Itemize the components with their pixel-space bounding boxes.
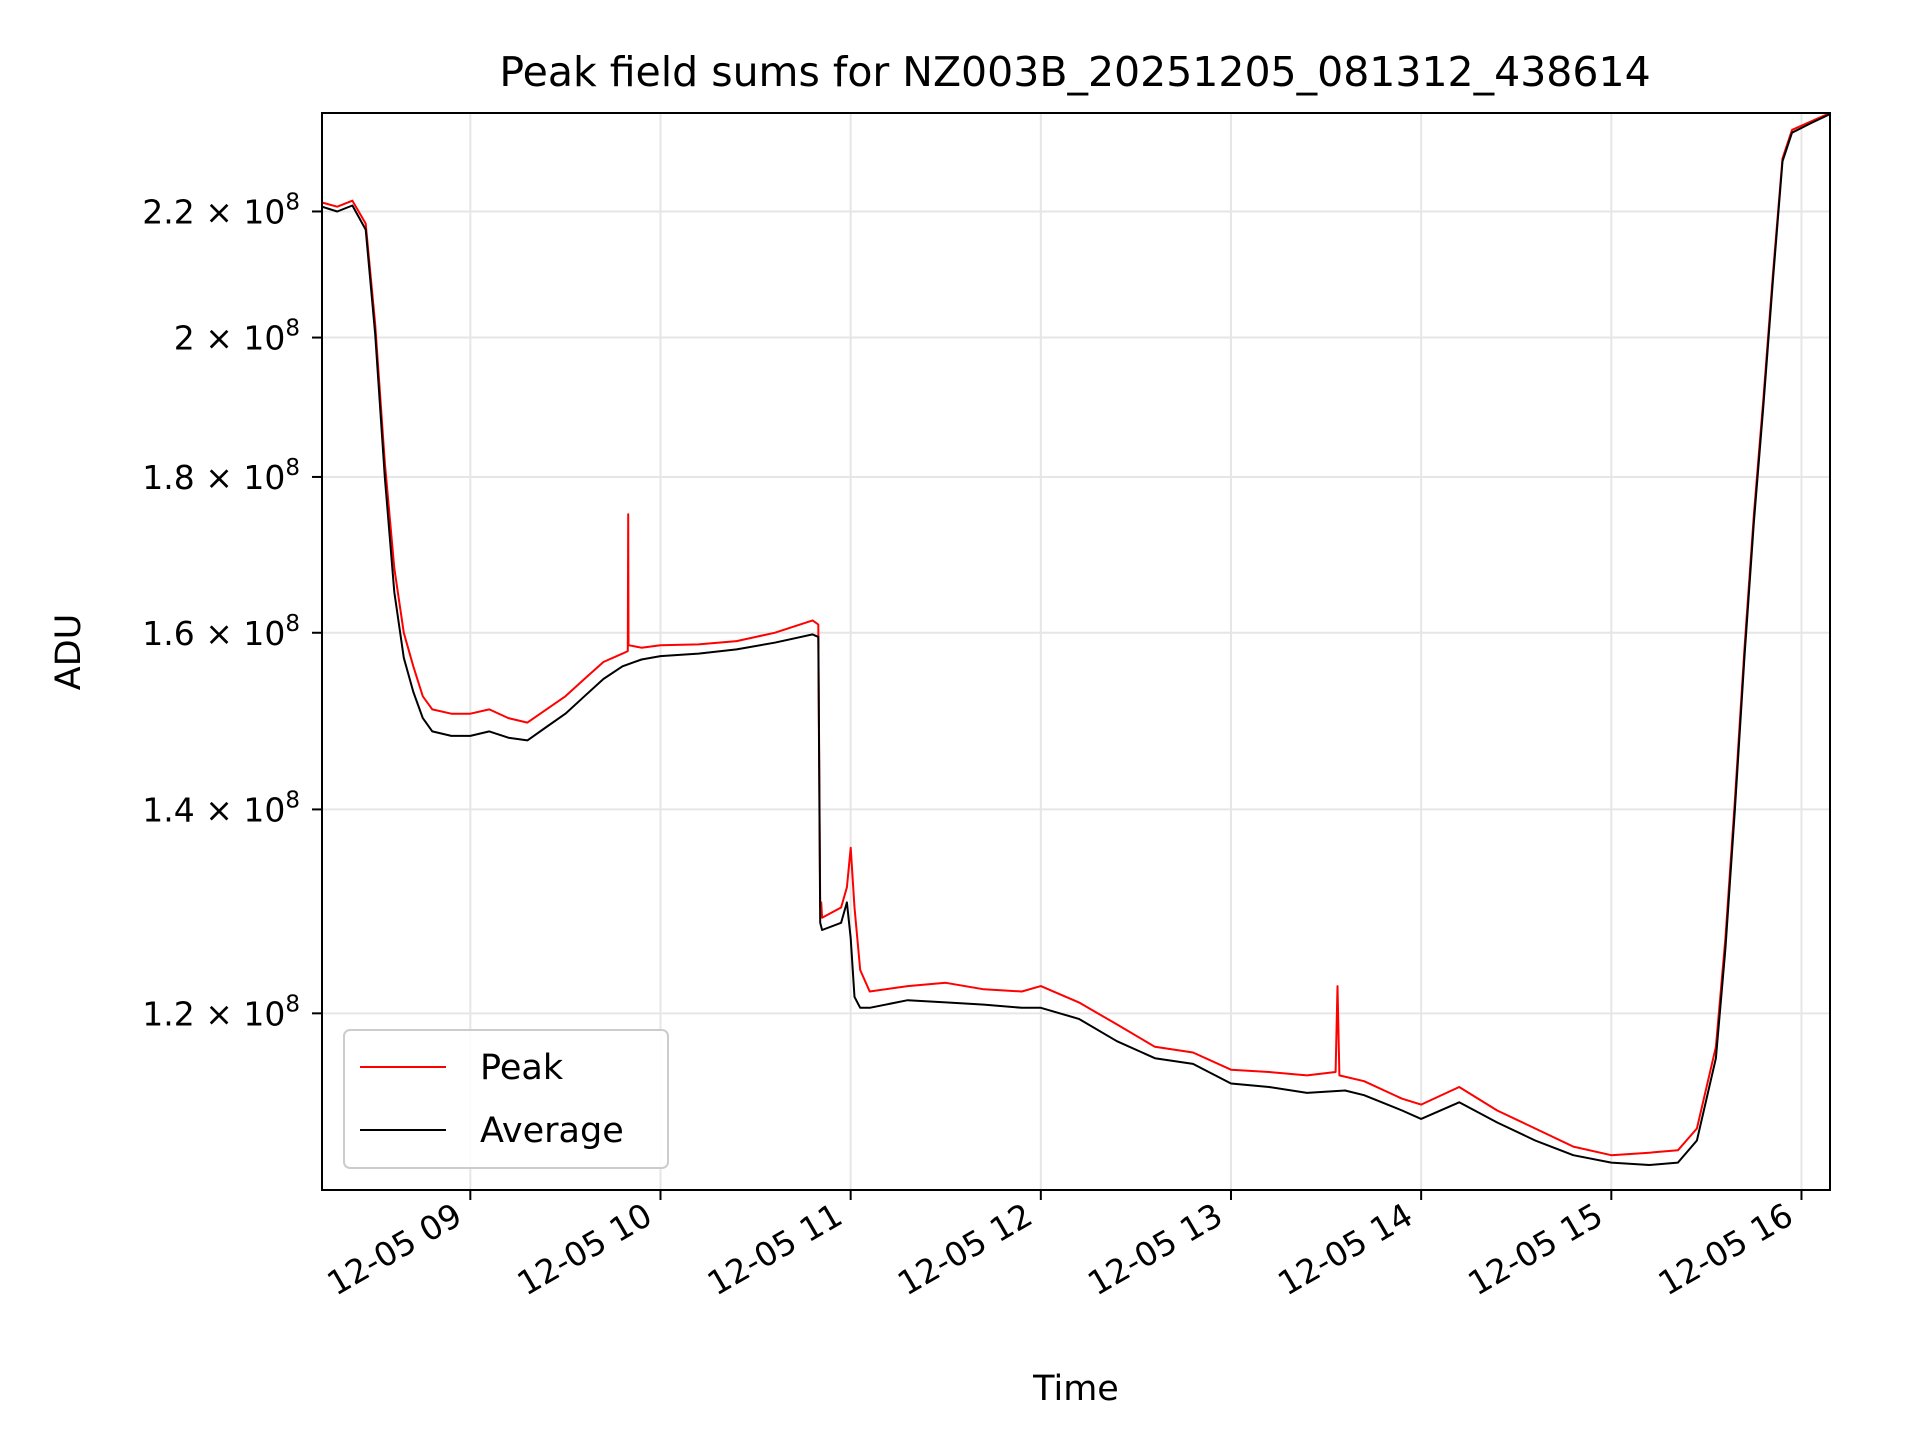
plot-series <box>321 112 1831 1166</box>
y-axis-label: ADU <box>49 614 89 691</box>
y-tick-exponent: 8 <box>285 455 300 481</box>
legend-label-average: Average <box>480 1111 624 1151</box>
series-line-average <box>321 113 1831 1166</box>
legend-box <box>343 1029 669 1169</box>
y-tick-exponent: 8 <box>285 189 300 215</box>
y-tick-mantissa: 1.6 × 10 <box>142 614 285 653</box>
y-tick-label: 2 × 108 <box>174 316 300 358</box>
y-tick-label: 2.2 × 108 <box>142 189 300 231</box>
x-axis-label: Time <box>1032 1369 1119 1409</box>
y-tick-mantissa: 1.4 × 10 <box>142 790 285 829</box>
y-tick-exponent: 8 <box>285 991 300 1017</box>
series-line-peak <box>321 112 1831 1157</box>
y-tick-mantissa: 1.8 × 10 <box>142 458 285 497</box>
y-tick-mantissa: 2 × 10 <box>174 319 286 358</box>
y-tick-label: 1.8 × 108 <box>142 455 300 497</box>
y-tick-label: 1.6 × 108 <box>142 611 300 653</box>
y-tick-label: 1.2 × 108 <box>142 991 300 1033</box>
y-tick-label: 1.4 × 108 <box>142 787 300 829</box>
y-tick-exponent: 8 <box>285 611 300 637</box>
grid <box>322 113 1830 1190</box>
y-tick-exponent: 8 <box>285 787 300 813</box>
plot-frame <box>321 112 1831 1191</box>
y-tick-mantissa: 2.2 × 10 <box>142 192 285 231</box>
chart-title: Peak field sums for NZ003B_20251205_0813… <box>499 48 1650 96</box>
legend: Peak Average <box>343 1029 669 1169</box>
y-tick-exponent: 8 <box>285 316 300 342</box>
legend-label-peak: Peak <box>480 1048 564 1088</box>
y-tick-mantissa: 1.2 × 10 <box>142 994 285 1033</box>
